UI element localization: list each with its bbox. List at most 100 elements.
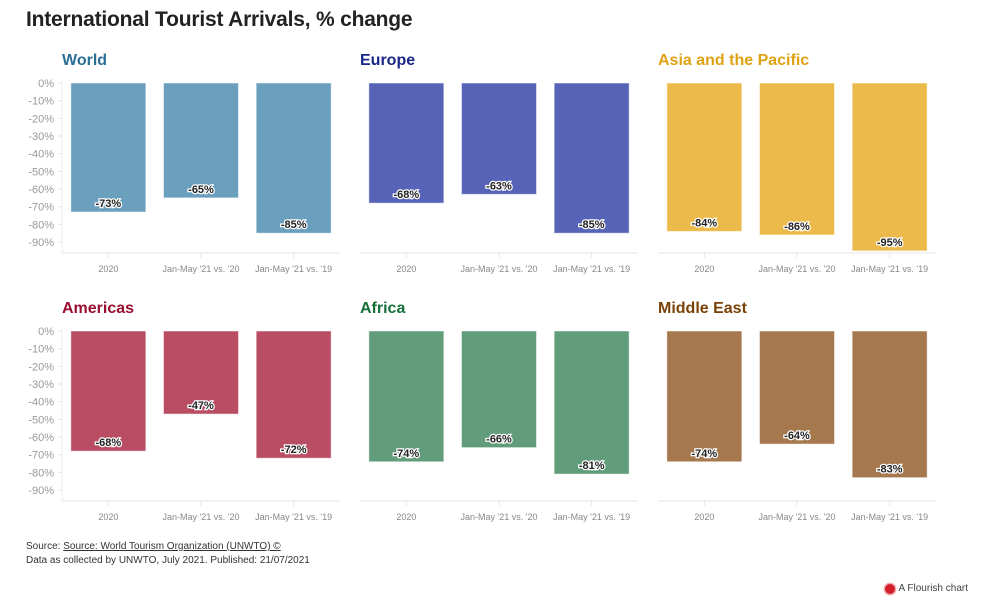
- data-label: -63%: [486, 180, 512, 192]
- x-tick-label: Jan-May '21 vs. '19: [255, 512, 332, 522]
- y-tick-label: -50%: [28, 414, 54, 426]
- x-tick-label: 2020: [98, 512, 118, 522]
- y-tick-label: -40%: [28, 397, 54, 409]
- data-label: -85%: [281, 219, 307, 231]
- panel-africa: Africa -74% 2020 -66% Jan-May '21 vs. '20 -8…: [323, 300, 638, 540]
- x-tick-label: 2020: [694, 512, 714, 522]
- flourish-credit[interactable]: A Flourish chart: [884, 583, 968, 594]
- panel-title: Americas: [62, 300, 135, 317]
- flourish-label: A Flourish chart: [898, 583, 968, 594]
- data-label: -68%: [393, 189, 419, 201]
- y-tick-label: -30%: [28, 131, 54, 143]
- y-tick-label: -70%: [28, 450, 54, 462]
- data-label: -84%: [691, 217, 717, 229]
- x-tick-label: Jan-May '21 vs. '20: [163, 264, 240, 274]
- x-tick-label: Jan-May '21 vs. '20: [163, 512, 240, 522]
- bar-chart-world: 0% -10% -20% -30% -40% -50% -60% -70% -80% -90% -7…: [28, 78, 340, 274]
- bar: [70, 330, 147, 452]
- bar: [368, 82, 445, 204]
- y-tick-label: -10%: [28, 344, 54, 356]
- panel-title: World: [62, 52, 108, 69]
- data-label: -47%: [188, 400, 214, 412]
- y-tick-label: -50%: [28, 166, 54, 178]
- panel-europe: Europe -68% 2020 -63% Jan-May '21 vs. '20 -8…: [323, 52, 638, 292]
- bar-chart-middle-east: -74% 2020 -64% Jan-May '21 vs. '20 -83% Jan-M…: [658, 330, 936, 522]
- y-tick-label: 0%: [38, 326, 54, 338]
- chart-title: International Tourist Arrivals, % change: [26, 8, 413, 31]
- y-tick-label: -70%: [28, 202, 54, 214]
- bar: [759, 82, 835, 236]
- data-label: -81%: [579, 460, 605, 472]
- y-tick-label: -80%: [28, 219, 54, 231]
- data-note: Data as collected by UNWTO, July 2021. P…: [26, 555, 310, 566]
- data-label: -73%: [95, 198, 121, 210]
- bar-chart-asia-pacific: -84% 2020 -86% Jan-May '21 vs. '20 -95% Jan-M…: [658, 82, 936, 274]
- x-tick-label: Jan-May '21 vs. '19: [851, 264, 928, 274]
- x-tick-label: Jan-May '21 vs. '20: [461, 512, 538, 522]
- bar: [553, 82, 630, 234]
- bar-chart-americas: 0% -10% -20% -30% -40% -50% -60% -70% -80% -90% -6…: [28, 326, 340, 522]
- bar: [851, 82, 928, 252]
- panel-title: Europe: [360, 52, 416, 69]
- bar: [368, 330, 445, 463]
- data-label: -83%: [877, 464, 903, 476]
- y-tick-label: -20%: [28, 113, 54, 125]
- data-label: -68%: [95, 437, 121, 449]
- x-tick-label: 2020: [396, 512, 416, 522]
- bar: [666, 330, 743, 463]
- bar: [553, 330, 630, 475]
- bar: [255, 82, 332, 234]
- bar-chart-africa: -74% 2020 -66% Jan-May '21 vs. '20 -81% Jan-M…: [360, 330, 638, 522]
- footer: Source: Source: World Tourism Organizati…: [26, 540, 310, 568]
- y-tick-label: -90%: [28, 485, 54, 497]
- bar: [461, 82, 537, 195]
- data-label: -64%: [784, 430, 810, 442]
- x-tick-label: Jan-May '21 vs. '19: [255, 264, 332, 274]
- data-label: -85%: [579, 219, 605, 231]
- y-tick-label: -20%: [28, 361, 54, 373]
- panel-world: World 0% -10% -20% -30% -40% -50% -60% -70% -80%…: [25, 52, 340, 292]
- x-tick-label: Jan-May '21 vs. '19: [553, 512, 630, 522]
- y-tick-label: -60%: [28, 184, 54, 196]
- data-label: -72%: [281, 444, 307, 456]
- source-link[interactable]: Source: World Tourism Organization (UNWT…: [63, 541, 281, 552]
- panel-middle-east: Middle East -74% 2020 -64% Jan-May '21 vs. …: [621, 300, 936, 540]
- panel-title: Africa: [360, 300, 406, 317]
- y-tick-label: -40%: [28, 149, 54, 161]
- panel-title: Asia and the Pacific: [658, 52, 810, 69]
- bar: [851, 330, 928, 479]
- data-label: -66%: [486, 434, 512, 446]
- bar: [759, 330, 835, 445]
- y-tick-label: -80%: [28, 467, 54, 479]
- bar: [255, 330, 332, 459]
- bar: [70, 82, 147, 213]
- y-tick-label: 0%: [38, 78, 54, 90]
- data-label: -65%: [188, 184, 214, 196]
- x-tick-label: 2020: [396, 264, 416, 274]
- source-line: Source: Source: World Tourism Organizati…: [26, 540, 310, 554]
- source-prefix: Source:: [26, 541, 64, 552]
- x-tick-label: Jan-May '21 vs. '20: [759, 512, 836, 522]
- x-tick-label: Jan-May '21 vs. '20: [759, 264, 836, 274]
- flourish-logo-icon: [884, 583, 895, 594]
- x-tick-label: Jan-May '21 vs. '19: [851, 512, 928, 522]
- bar: [461, 330, 537, 449]
- data-label: -74%: [393, 448, 419, 460]
- bar: [666, 82, 743, 232]
- panel-title: Middle East: [658, 300, 747, 317]
- bar: [163, 330, 239, 415]
- x-tick-label: 2020: [694, 264, 714, 274]
- panel-americas: Americas 0% -10% -20% -30% -40% -50% -60% -70% -…: [25, 300, 340, 540]
- y-tick-label: -30%: [28, 379, 54, 391]
- x-tick-label: 2020: [98, 264, 118, 274]
- bar: [163, 82, 239, 199]
- data-label: -95%: [877, 237, 903, 249]
- data-label: -86%: [784, 221, 810, 233]
- y-tick-label: -60%: [28, 432, 54, 444]
- x-tick-label: Jan-May '21 vs. '19: [553, 264, 630, 274]
- panel-asia-pacific: Asia and the Pacific -84% 2020 -86% Jan-May…: [621, 52, 936, 292]
- bar-chart-europe: -68% 2020 -63% Jan-May '21 vs. '20 -85% Jan-M…: [360, 82, 638, 274]
- data-label: -74%: [691, 448, 717, 460]
- y-tick-label: -10%: [28, 96, 54, 108]
- y-tick-label: -90%: [28, 237, 54, 249]
